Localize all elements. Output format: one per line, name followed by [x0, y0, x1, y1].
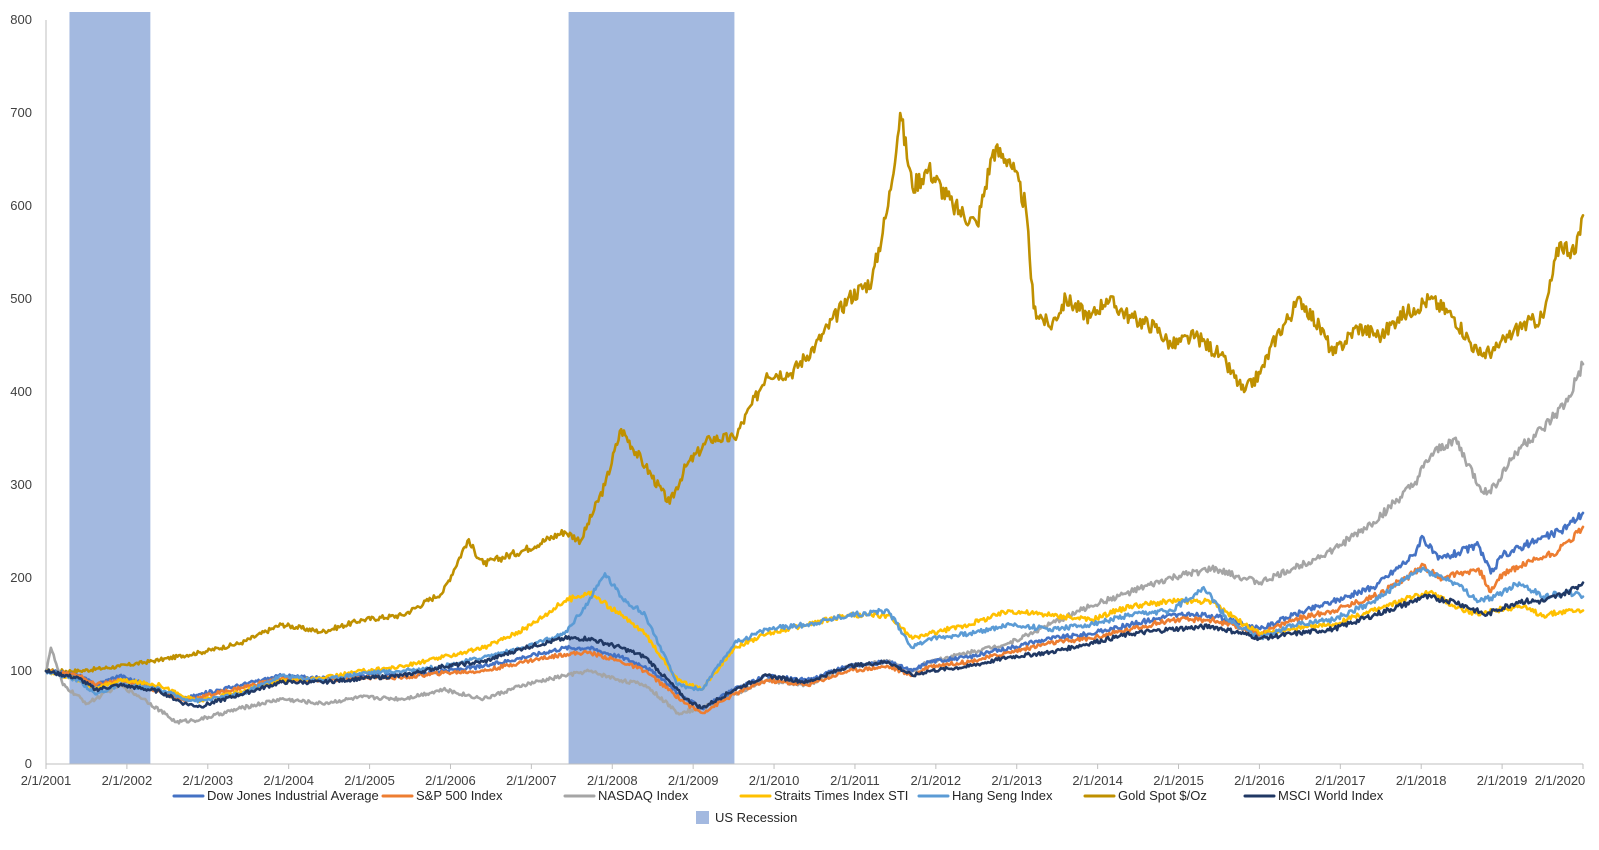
x-tick-label: 2/1/2009	[668, 773, 719, 788]
y-tick-label: 600	[10, 198, 32, 213]
legend-label: Dow Jones Industrial Average	[207, 788, 379, 803]
y-tick-labels: 0 100 200 300 400 500 600 700 800	[10, 12, 32, 771]
x-tick-label: 2/1/2010	[749, 773, 800, 788]
series-line-dow-jones-industrial-average	[44, 511, 1585, 711]
y-tick-label: 500	[10, 291, 32, 306]
y-tick-label: 100	[10, 663, 32, 678]
x-tick-label: 2/1/2006	[425, 773, 476, 788]
x-tick-label: 2/1/2004	[263, 773, 314, 788]
x-tick-label: 2/1/2001	[21, 773, 72, 788]
x-tick-label: 2/1/2016	[1234, 773, 1285, 788]
x-tick-label: 2/1/2017	[1315, 773, 1366, 788]
legend-item-hang-seng-index: Hang Seng Index	[917, 788, 1053, 803]
legend-item-straits-times-index-sti: Straits Times Index STI	[739, 788, 908, 803]
recession-bands	[69, 12, 735, 764]
legend-label: MSCI World Index	[1278, 788, 1384, 803]
y-tick-label: 800	[10, 12, 32, 27]
legend-label: Straits Times Index STI	[774, 788, 908, 803]
legend-label: S&P 500 Index	[416, 788, 503, 803]
legend: Dow Jones Industrial Average S&P 500 Inde…	[172, 788, 1384, 825]
legend-item-gold-spot-oz: Gold Spot $/Oz	[1083, 788, 1207, 803]
y-tick-label: 400	[10, 384, 32, 399]
x-tick-label: 2/1/2013	[991, 773, 1042, 788]
x-tick-label: 2/1/2005	[344, 773, 395, 788]
x-tick-label: 2/1/2018	[1396, 773, 1447, 788]
x-tick-label: 2/1/2020	[1535, 773, 1586, 788]
x-tick-label: 2/1/2012	[911, 773, 962, 788]
x-tick-label: 2/1/2011	[830, 773, 880, 788]
x-tick-label: 2/1/2003	[182, 773, 233, 788]
legend-label: Gold Spot $/Oz	[1118, 788, 1207, 803]
x-tick-label: 2/1/2008	[587, 773, 638, 788]
y-tick-label: 700	[10, 105, 32, 120]
y-tick-label: 0	[25, 756, 32, 771]
x-tick-label: 2/1/2002	[102, 773, 153, 788]
legend-swatch	[696, 811, 709, 824]
recession-band-1	[69, 12, 151, 764]
legend-item-s-p-500-index: S&P 500 Index	[381, 788, 503, 803]
y-tick-label: 200	[10, 570, 32, 585]
recession-band-2	[568, 12, 735, 764]
x-tick-label: 2/1/2019	[1477, 773, 1528, 788]
x-tick-labels: 2/1/2001 2/1/2002 2/1/2003 2/1/2004 2/1/2005…	[21, 764, 1586, 788]
legend-item-nasdaq-index: NASDAQ Index	[563, 788, 689, 803]
series-line-nasdaq-index	[44, 360, 1585, 725]
x-tick-label: 2/1/2015	[1153, 773, 1204, 788]
x-tick-label: 2/1/2007	[506, 773, 557, 788]
legend-label: NASDAQ Index	[598, 788, 689, 803]
series-lines	[44, 111, 1585, 725]
series-line-gold-spot-oz	[44, 111, 1585, 674]
legend-item-dow-jones-industrial-average: Dow Jones Industrial Average	[172, 788, 379, 803]
x-tick-label: 2/1/2014	[1072, 773, 1123, 788]
axes	[45, 20, 1583, 765]
series-line-hang-seng-index	[44, 566, 1585, 704]
legend-item-us-recession: US Recession	[696, 810, 797, 825]
legend-item-msci-world-index: MSCI World Index	[1243, 788, 1384, 803]
legend-label: Hang Seng Index	[952, 788, 1053, 803]
legend-label: US Recession	[715, 810, 797, 825]
series-line-msci-world-index	[44, 581, 1585, 710]
y-tick-label: 300	[10, 477, 32, 492]
